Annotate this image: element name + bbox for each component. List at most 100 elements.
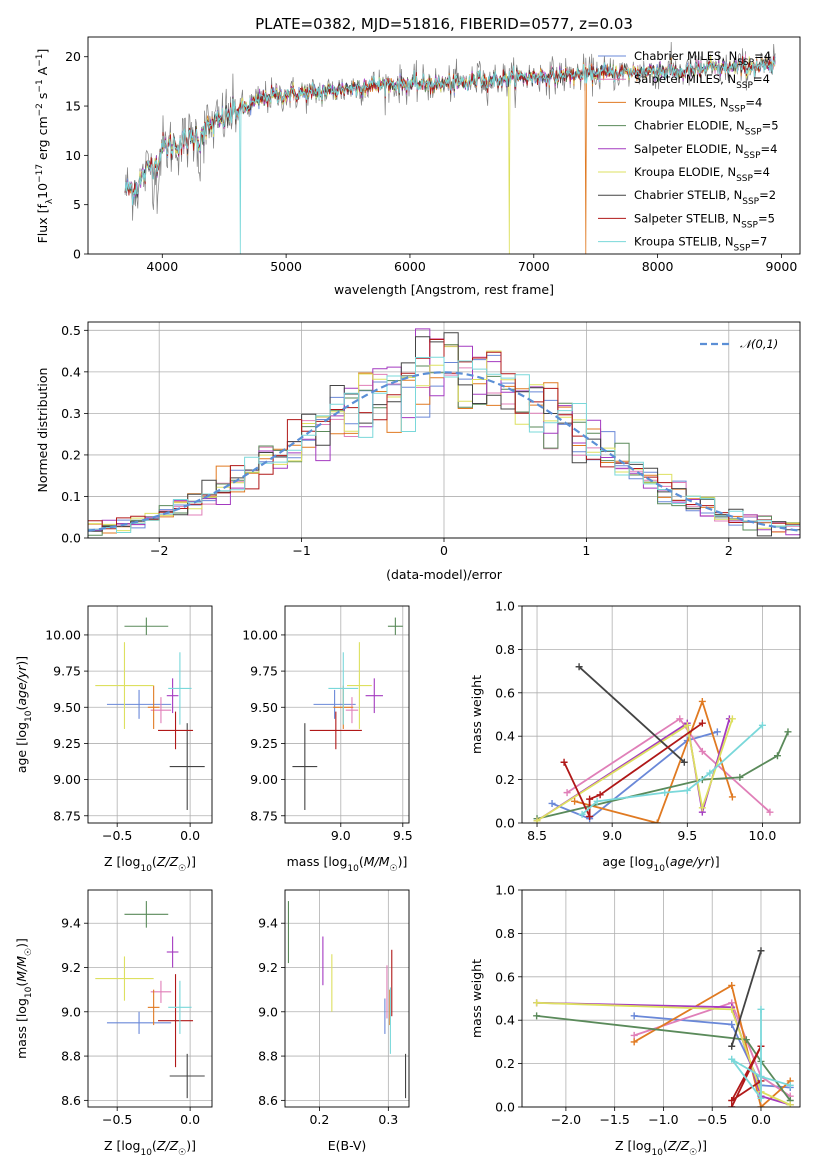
plot-area-weight-vs-Z bbox=[533, 947, 794, 1107]
plot-area-mass-vs-ebv bbox=[287, 901, 407, 1099]
axes-spectrum: 4000 5000 6000 7000 8000 9000 0 5 10 15 20 waveleng… bbox=[35, 36, 801, 297]
y-tick-label: 8.8 bbox=[61, 1049, 81, 1064]
weight-marker bbox=[578, 810, 586, 818]
y-tick-label: 0.1 bbox=[61, 489, 81, 504]
weight-marker bbox=[728, 1096, 736, 1104]
plot-area-age-vs-Z bbox=[95, 617, 205, 810]
axes-age-vs-Z: −0.5 0.0 8.75 9.00 9.25 9.50 9.75 10.00 Z [log10… bbox=[14, 605, 213, 874]
plot-area-residuals bbox=[88, 328, 800, 538]
weight-marker bbox=[571, 797, 579, 805]
x-tick-label: 1 bbox=[582, 543, 590, 558]
x-tick-label: 8.5 bbox=[527, 828, 547, 843]
weight-marker bbox=[630, 1038, 638, 1046]
weight-marker bbox=[653, 819, 661, 823]
axes-frame bbox=[284, 605, 410, 824]
y-tick-label: 9.00 bbox=[250, 772, 278, 787]
x-tick-label: 9.5 bbox=[677, 828, 697, 843]
x-tick-label: 9.0 bbox=[331, 828, 351, 843]
y-tick-label: 0.0 bbox=[495, 816, 515, 831]
residual-histogram bbox=[88, 356, 800, 538]
y-tick-label: 0.8 bbox=[495, 926, 515, 941]
figure-title: PLATE=0382, MJD=51816, FIBERID=0577, z=0… bbox=[255, 15, 633, 33]
weight-marker bbox=[728, 1021, 736, 1029]
weight-marker bbox=[786, 1081, 794, 1089]
x-tick-label: −2 bbox=[150, 543, 168, 558]
model-spectrum bbox=[124, 57, 776, 254]
weight-marker bbox=[630, 1031, 638, 1039]
x-tick-label: 9000 bbox=[766, 259, 798, 274]
x-tick-label: 4000 bbox=[146, 259, 178, 274]
y-tick-label: 0.2 bbox=[61, 447, 81, 462]
weight-marker bbox=[593, 797, 601, 805]
y-axis-label: Normed distribution bbox=[35, 368, 50, 493]
y-axis-label: age [log10(age/yr)] bbox=[14, 656, 34, 773]
weight-marker bbox=[728, 793, 736, 801]
y-axis-label: mass weight bbox=[469, 675, 484, 754]
y-tick-label: 9.4 bbox=[258, 916, 278, 931]
weight-marker bbox=[784, 728, 792, 736]
legend-entry: Kroupa ELODIE, NSSP=4 bbox=[634, 165, 770, 184]
weight-marker bbox=[630, 1012, 638, 1020]
y-tick-label: 0.6 bbox=[495, 685, 515, 700]
axes-frame bbox=[87, 321, 801, 539]
weight-marker bbox=[757, 1073, 765, 1081]
x-tick-label: 8000 bbox=[642, 259, 674, 274]
legend-entry: Chabrier MILES, NSSP=4 bbox=[634, 49, 771, 68]
y-axis-label: mass [log10(M/M☉)] bbox=[14, 938, 34, 1059]
legend-entry: Kroupa MILES, NSSP=4 bbox=[634, 95, 762, 114]
weight-series bbox=[536, 718, 734, 822]
weight-marker bbox=[698, 719, 706, 727]
weight-marker bbox=[706, 769, 714, 777]
legend: Chabrier MILES, NSSP=4 Salpeter MILES, NS… bbox=[598, 49, 779, 254]
x-tick-label: −0.5 bbox=[102, 828, 132, 843]
weight-series bbox=[730, 950, 762, 1047]
legend-entry: Salpeter MILES, NSSP=4 bbox=[634, 72, 770, 91]
weight-marker bbox=[728, 1103, 736, 1107]
y-tick-label: 9.0 bbox=[61, 1004, 81, 1019]
y-tick-label: 0 bbox=[73, 247, 81, 262]
y-tick-label: 9.75 bbox=[53, 664, 81, 679]
y-tick-label: 8.6 bbox=[258, 1093, 278, 1108]
weight-marker bbox=[757, 1094, 765, 1102]
axes-frame bbox=[87, 605, 213, 824]
weight-marker bbox=[586, 812, 594, 820]
weight-marker bbox=[698, 697, 706, 705]
x-tick-label: 9.0 bbox=[602, 828, 622, 843]
x-tick-label: 10.0 bbox=[749, 828, 777, 843]
y-tick-label: 9.50 bbox=[250, 700, 278, 715]
y-tick-label: 10.00 bbox=[45, 627, 81, 642]
x-axis-label: age [log10(age/yr)] bbox=[602, 854, 719, 874]
plot-area-mass-vs-Z bbox=[95, 901, 205, 1099]
x-tick-label: 7000 bbox=[518, 259, 550, 274]
x-axis-label: (data-model)/error bbox=[386, 567, 503, 582]
axes-mass-vs-ebv: 0.2 0.3 8.6 8.8 9.0 9.2 9.4 E(B-V) bbox=[258, 889, 410, 1153]
y-tick-label: 9.25 bbox=[250, 736, 278, 751]
y-tick-label: 0.2 bbox=[495, 772, 515, 787]
weight-marker bbox=[533, 1012, 541, 1020]
x-tick-label: 0.0 bbox=[180, 828, 200, 843]
axes-residuals: −2 −1 0 1 2 0.0 0.1 0.2 0.3 0.4 0.5 𝒩(0,1) (data-mod… bbox=[35, 321, 801, 582]
weight-marker bbox=[683, 786, 691, 794]
axes-weight-vs-Z: −2.0 −1.5 −1.0 −0.5 0.0 0.0 0.2 0.4 0.6 0.8 1.0 Z [… bbox=[469, 883, 801, 1158]
weight-series bbox=[578, 666, 685, 763]
weight-marker bbox=[596, 791, 604, 799]
legend-entry: Salpeter STELIB, NSSP=5 bbox=[634, 211, 775, 230]
weight-marker bbox=[728, 1042, 736, 1050]
y-tick-label: 5 bbox=[73, 197, 81, 212]
x-tick-label: 0 bbox=[440, 543, 448, 558]
weight-marker bbox=[698, 747, 706, 755]
y-tick-label: 8.75 bbox=[53, 808, 81, 823]
weight-marker bbox=[586, 795, 594, 803]
axes-weight-vs-age: 8.5 9.0 9.5 10.0 0.0 0.2 0.4 0.6 0.8 1.0 age [log1… bbox=[469, 599, 801, 874]
weight-marker bbox=[786, 1101, 794, 1107]
axes-mass-vs-Z: −0.5 0.0 8.6 8.8 9.0 9.2 9.4 Z [log10(Z/Z☉)] mas… bbox=[14, 889, 213, 1158]
y-tick-label: 0.3 bbox=[61, 406, 81, 421]
weight-marker bbox=[773, 752, 781, 760]
x-tick-label: −0.5 bbox=[102, 1112, 132, 1127]
weight-marker bbox=[698, 804, 706, 812]
weight-marker bbox=[661, 789, 669, 797]
y-tick-label: 9.25 bbox=[53, 736, 81, 751]
y-tick-label: 9.2 bbox=[258, 960, 278, 975]
x-axis-label: E(B-V) bbox=[328, 1138, 367, 1153]
